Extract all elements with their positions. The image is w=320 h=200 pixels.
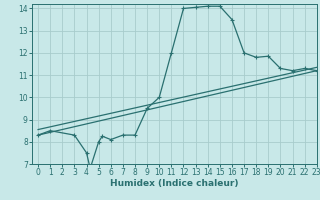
X-axis label: Humidex (Indice chaleur): Humidex (Indice chaleur) <box>110 179 239 188</box>
